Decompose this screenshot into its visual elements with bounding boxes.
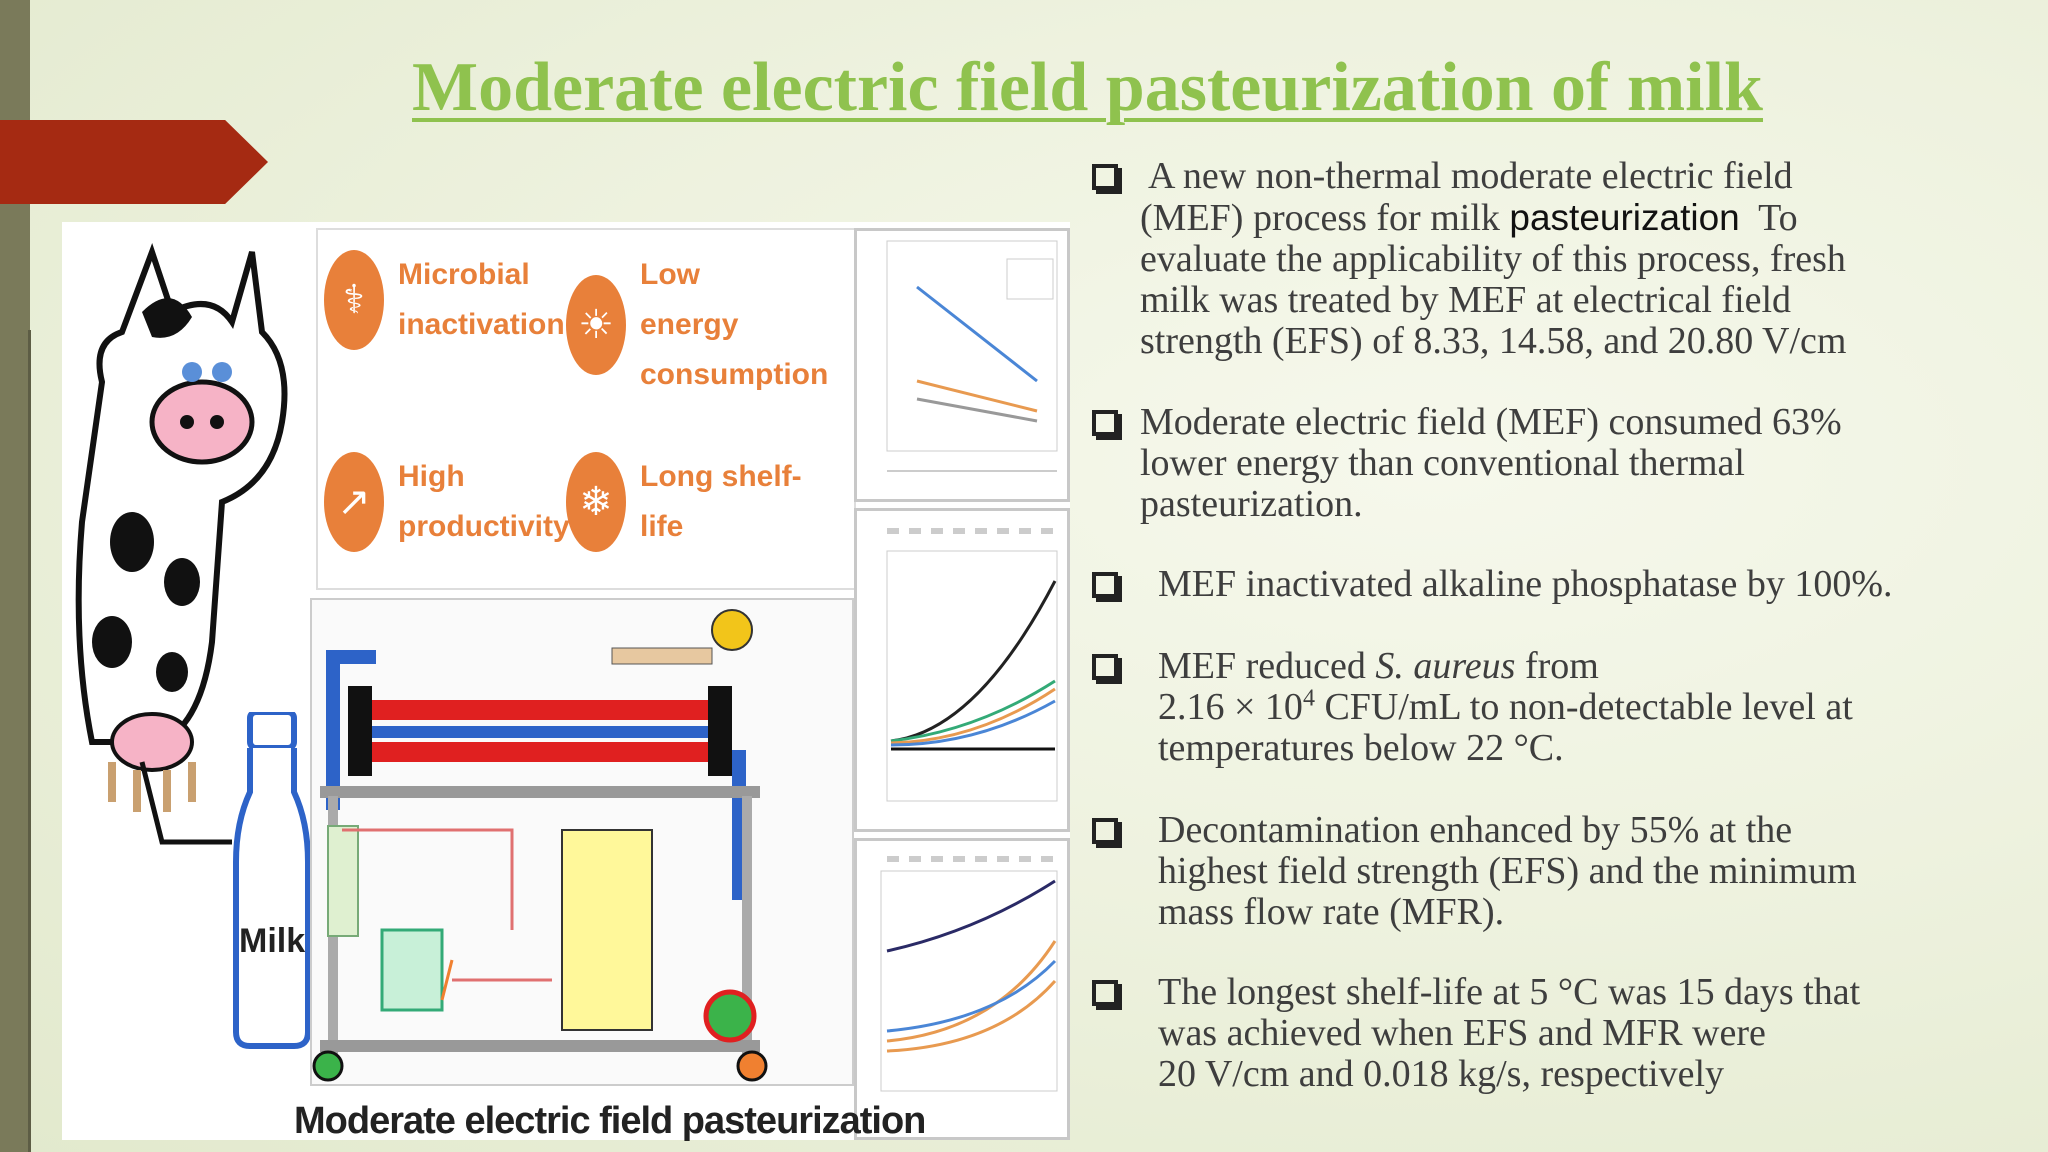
bullet-line: To [1739, 197, 1798, 239]
slide-title: Moderate electric field pasteurization o… [412, 49, 1763, 126]
benefit-label-line: inactivation [398, 308, 565, 341]
bullet-line: The longest shelf-life at 5 °C was 15 da… [1158, 971, 1861, 1013]
bullet-line: milk was treated by MEF at electrical fi… [1140, 279, 1792, 321]
graphical-abstract-figure: Milk ⚕ Microbial inactivation ☀ Low ener… [62, 222, 1070, 1142]
checkbox-bullet-icon [1092, 980, 1122, 1010]
checkbox-bullet-icon [1092, 410, 1122, 440]
benefit-energy: ☀ Low energy consumption [566, 250, 829, 400]
dna-icon: ⚕ [324, 250, 384, 350]
bullet-line: strength (EFS) of 8.33, 14.58, and 20.80… [1140, 320, 1847, 362]
chart-icon: ↗ [324, 452, 384, 552]
bullet-line: evaluate the applicability of this proce… [1140, 238, 1846, 280]
bullet-item: The longest shelf-life at 5 °C was 15 da… [1092, 972, 1860, 1095]
bullet-line: 2.16 × 10 [1158, 686, 1303, 728]
organism-name: S. aureus [1375, 645, 1516, 687]
bullet-item: MEF inactivated alkaline phosphatase by … [1092, 564, 1893, 605]
bullet-line: temperatures below 22 °C. [1158, 727, 1564, 769]
benefit-label-line: productivity [398, 510, 570, 543]
benefit-label-line: Microbial [398, 258, 530, 291]
benefit-label-line: Low energy [640, 258, 739, 341]
sun-icon: ☀ [566, 275, 626, 375]
plot-shelf-life-curves [854, 838, 1070, 1140]
bullet-item: Moderate electric field (MEF) consumed 6… [1092, 402, 1842, 525]
checkbox-bullet-icon [1092, 654, 1122, 684]
benefit-label-line: High [398, 460, 465, 493]
milk-label: Milk [239, 922, 306, 960]
bullet-line: 20 V/cm and 0.018 kg/s, respectively [1158, 1053, 1725, 1095]
bullet-item: A new non-thermal moderate electric fiel… [1092, 156, 1846, 362]
bullet-line: MEF reduced [1158, 645, 1376, 687]
bullet-item: Decontamination enhanced by 55% at the h… [1092, 810, 1857, 933]
bullet-line: pasteurization. [1140, 483, 1363, 525]
red-arrow-accent [0, 120, 268, 204]
figure-caption: Moderate electric field pasteurization [294, 1100, 926, 1142]
bullet-line: highest field strength (EFS) and the min… [1158, 850, 1857, 892]
bullet-item: MEF reduced S. aureus from 2.16 × 104 CF… [1092, 646, 1853, 769]
benefits-panel: ⚕ Microbial inactivation ☀ Low energy co… [316, 228, 856, 590]
highlight-term: pasteurization [1509, 197, 1740, 238]
bullet-line: lower energy than conventional thermal [1140, 442, 1745, 484]
bullet-line: mass flow rate (MFR). [1158, 891, 1505, 933]
plot-inactivation-curves [854, 508, 1070, 832]
benefit-shelf-life: ❄ Long shelf-life [566, 452, 810, 552]
superscript-exponent: 4 [1302, 685, 1315, 712]
cow-illustration [75, 243, 288, 845]
bullet-line: was achieved when EFS and MFR were [1158, 1012, 1766, 1054]
benefit-microbial: ⚕ Microbial inactivation [324, 250, 565, 350]
benefit-productivity: ↗ High productivity [324, 452, 570, 552]
snowflake-icon: ❄ [566, 452, 626, 552]
bullet-line: MEF inactivated alkaline phosphatase by … [1158, 563, 1893, 605]
milk-bottle: Milk [233, 712, 311, 1052]
bullet-line: (MEF) process for milk [1140, 197, 1510, 239]
left-decorative-line [28, 330, 31, 1152]
checkbox-bullet-icon [1092, 572, 1122, 602]
bullet-line: Moderate electric field (MEF) consumed 6… [1140, 401, 1842, 443]
benefit-label-line: consumption [640, 358, 829, 391]
bullet-line: from [1515, 645, 1599, 687]
benefit-label-line: Long shelf-life [640, 460, 802, 543]
checkbox-bullet-icon [1092, 818, 1122, 848]
bullet-line: CFU/mL to non-detectable level at [1314, 686, 1853, 728]
checkbox-bullet-icon [1092, 164, 1122, 194]
bullet-line: A new non-thermal moderate electric fiel… [1148, 155, 1793, 197]
apparatus-schematic [310, 598, 854, 1086]
plot-energy-vs-field [854, 228, 1070, 502]
bullet-line: Decontamination enhanced by 55% at the [1158, 809, 1793, 851]
